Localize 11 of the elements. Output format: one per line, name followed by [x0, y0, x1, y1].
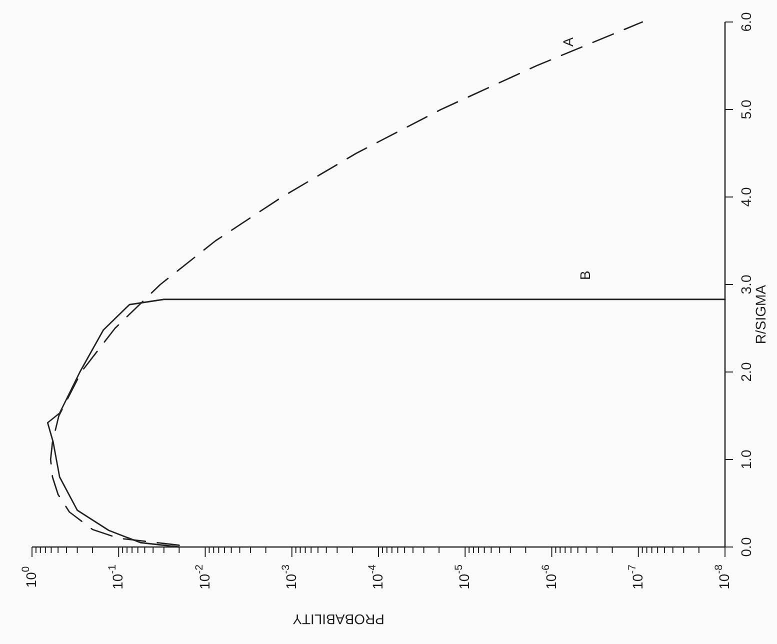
text: B: [577, 270, 594, 280]
y-tick-label: 5.0: [738, 100, 754, 120]
y-tick-label: 6.0: [738, 12, 754, 32]
x-axis-title: PROBABILITY: [292, 611, 384, 628]
y-axis-title: R/SIGMA: [752, 284, 769, 344]
y-tick-label: 0.0: [738, 537, 754, 557]
y-tick-label: 3.0: [738, 274, 754, 294]
y-tick-label: 1.0: [738, 450, 754, 470]
y-tick-label: 4.0: [738, 187, 754, 207]
text: A: [560, 36, 576, 47]
y-tick-label: 2.0: [738, 362, 754, 382]
